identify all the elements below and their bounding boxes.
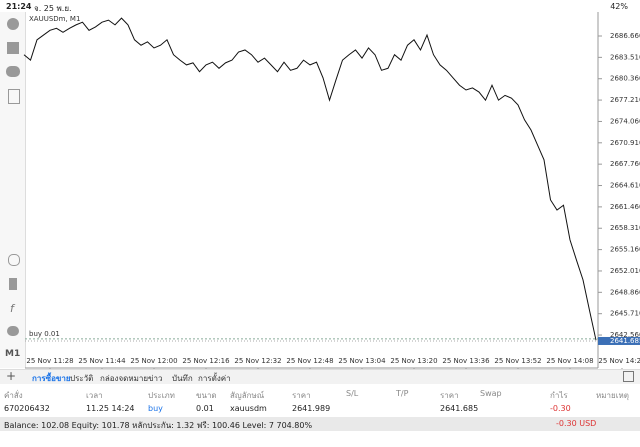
table-header: กำไร	[550, 391, 568, 400]
timeframe-icon[interactable]: M1	[5, 349, 21, 359]
x-tick-label: 25 Nov 12:48	[286, 357, 333, 365]
y-tick-label: 2674.060	[610, 117, 640, 125]
total-profit: -0.30 USD	[556, 419, 597, 428]
x-tick-label: 25 Nov 12:00	[130, 357, 177, 365]
layout-icon[interactable]	[623, 371, 634, 382]
y-tick-label: 2642.560	[610, 331, 640, 339]
y-tick-label: 2677.210	[610, 96, 640, 104]
x-tick-label: 25 Nov 13:36	[442, 357, 490, 365]
x-tick-label: 25 Nov 14:08	[546, 357, 593, 365]
y-tick-label: 2664.610	[610, 182, 640, 190]
y-tick-label: 2686.660	[610, 32, 640, 40]
x-tick-label: 25 Nov 13:04	[338, 357, 386, 365]
x-tick-label: 25 Nov 11:44	[78, 357, 126, 365]
crosshair-icon[interactable]	[8, 254, 20, 266]
table-header: เวลา	[86, 391, 103, 400]
table-header: ราคา	[292, 391, 311, 400]
table-header: ขนาด	[196, 391, 217, 400]
x-tick-label: 25 Nov 14:24	[598, 357, 640, 365]
trade-icon[interactable]	[7, 42, 19, 54]
table-cell: 11.25 14:24	[86, 404, 135, 413]
price-line-series	[23, 17, 597, 341]
tab[interactable]: บันทึก	[172, 374, 193, 383]
y-tick-label: 2667.760	[610, 160, 640, 168]
status-date: จ. 25 พ.ย.	[34, 4, 72, 13]
table-cell: 2641.989	[292, 404, 331, 413]
y-tick-label: 2683.510	[610, 53, 640, 61]
tab[interactable]: การตั้งค่า	[198, 374, 231, 383]
tab[interactable]: กล่องจดหมาย	[100, 374, 149, 383]
y-tick-label: 2648.860	[610, 288, 640, 296]
footer: Balance: 102.08 Equity: 101.78 หลักประกั…	[0, 417, 640, 431]
objects-icon[interactable]	[7, 326, 19, 336]
x-tick-label: 25 Nov 12:32	[234, 357, 281, 365]
chart-title: XAUUSDm, M1	[29, 15, 80, 23]
table-header: สัญลักษณ์	[230, 391, 265, 400]
chart: XAUUSDm, M1 2686.660 2683.510 2680.360 2677…	[23, 12, 640, 372]
add-button[interactable]: +	[6, 369, 17, 383]
toolbar: f M1	[0, 12, 26, 368]
tab[interactable]: ประวัติ	[70, 374, 94, 383]
x-tick-label: 25 Nov 12:16	[182, 357, 230, 365]
table-cell: -0.30	[550, 404, 571, 413]
account-summary: Balance: 102.08 Equity: 101.78 หลักประกั…	[4, 421, 313, 430]
x-tick-label: 25 Nov 13:20	[390, 357, 437, 365]
y-tick-label: 2658.310	[610, 224, 640, 232]
y-tick-label: 2680.360	[610, 75, 640, 83]
table-header: Swap	[480, 389, 502, 398]
table-header: ประเภท	[148, 391, 175, 400]
x-tick-label: 25 Nov 11:28	[26, 357, 73, 365]
x-tick-label: 25 Nov 13:52	[494, 357, 541, 365]
status-battery: 42%	[610, 2, 628, 11]
y-tick-label: 2661.460	[610, 203, 640, 211]
table-cell: buy	[148, 404, 163, 413]
table-header: คำสั่ง	[4, 391, 23, 400]
indicator-icon[interactable]: f	[10, 302, 14, 315]
y-tick-label: 2645.710	[610, 310, 640, 318]
account-icon[interactable]	[7, 18, 19, 30]
table-header: S/L	[346, 389, 359, 398]
order-line-label: buy 0.01	[29, 330, 60, 338]
status-time: 21:24	[6, 2, 32, 11]
table-cell: xauusdm	[230, 404, 267, 413]
price-label: 2641.685	[610, 337, 640, 345]
table-cell: 0.01	[196, 404, 214, 413]
tab[interactable]: การซื้อขาย	[32, 374, 71, 383]
tab-bar: +	[0, 369, 640, 384]
table-cell: 670206432	[4, 404, 50, 413]
new-order-icon[interactable]	[8, 89, 20, 104]
table-header: T/P	[396, 389, 409, 398]
chat-icon[interactable]	[6, 66, 20, 77]
table-cell: 2641.685	[440, 404, 479, 413]
y-tick-label: 2670.910	[610, 139, 640, 147]
tab[interactable]: ข่าว	[148, 374, 163, 383]
table-header: ราคา	[440, 391, 459, 400]
y-tick-label: 2652.010	[610, 267, 640, 275]
price-box	[598, 336, 640, 345]
table-header: หมายเหตุ	[596, 391, 629, 400]
chart-type-icon[interactable]	[9, 278, 17, 290]
y-tick-label: 2655.160	[610, 246, 640, 254]
